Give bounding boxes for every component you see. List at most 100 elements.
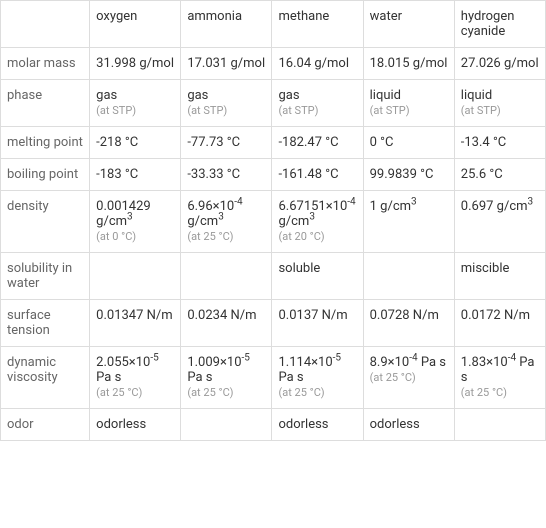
table-cell: 1 g/cm3 — [363, 191, 454, 253]
cell-condition: (at 25 °C) — [96, 386, 142, 399]
cell-condition: (at 25 °C) — [187, 230, 233, 243]
cell-value: 0.0137 N/m — [278, 308, 356, 323]
cell-value: 1 g/cm3 — [370, 199, 448, 214]
table-cell: 99.9839 °C — [363, 159, 454, 191]
table-cell: gas(at STP) — [272, 80, 363, 127]
cell-value: -161.48 °C — [278, 167, 356, 182]
table-cell — [181, 409, 272, 441]
table-cell: 1.83×10-4 Pa s(at 25 °C) — [454, 347, 545, 409]
cell-condition: (at STP) — [370, 104, 410, 117]
table-cell: 0.001429 g/cm3(at 0 °C) — [90, 191, 181, 253]
table-cell: 2.055×10-5 Pa s(at 25 °C) — [90, 347, 181, 409]
cell-value: -218 °C — [96, 135, 174, 150]
table-cell: odorless — [272, 409, 363, 441]
cell-value: gas — [187, 88, 265, 103]
table-cell: 27.026 g/mol — [454, 48, 545, 80]
table-row: boiling point -183 °C -33.33 °C -161.48 °C 9… — [1, 159, 546, 191]
table-cell: 0.0234 N/m — [181, 300, 272, 347]
cell-value: liquid — [370, 88, 448, 103]
cell-condition: (at STP) — [187, 104, 227, 117]
cell-value: 1.009×10-5 Pa s — [187, 355, 265, 385]
property-label: boiling point — [1, 159, 90, 191]
table-row: dynamic viscosity2.055×10-5 Pa s(at 25 °… — [1, 347, 546, 409]
cell-value: gas — [278, 88, 356, 103]
cell-value: 2.055×10-5 Pa s — [96, 355, 174, 385]
property-label: phase — [1, 80, 90, 127]
table-cell: 25.6 °C — [454, 159, 545, 191]
table-cell: 0 °C — [363, 127, 454, 159]
cell-value: odorless — [96, 417, 174, 432]
table-header-oxygen: oxygen — [90, 1, 181, 48]
table-cell: -13.4 °C — [454, 127, 545, 159]
table-cell: -183 °C — [90, 159, 181, 191]
property-label: molar mass — [1, 48, 90, 80]
table-cell: 6.67151×10-4 g/cm3(at 20 °C) — [272, 191, 363, 253]
table-cell — [181, 253, 272, 300]
cell-value: 1.114×10-5 Pa s — [278, 355, 356, 385]
table-cell: liquid(at STP) — [363, 80, 454, 127]
table-cell: 0.0172 N/m — [454, 300, 545, 347]
table-row: surface tension 0.01347 N/m 0.0234 N/m 0.01… — [1, 300, 546, 347]
table-cell: 31.998 g/mol — [90, 48, 181, 80]
table-row: phasegas(at STP)gas(at STP)gas(at STP)li… — [1, 80, 546, 127]
table-cell: -182.47 °C — [272, 127, 363, 159]
cell-value: -33.33 °C — [187, 167, 265, 182]
cell-value: 0.0728 N/m — [370, 308, 448, 323]
table-cell: 8.9×10-4 Pa s(at 25 °C) — [363, 347, 454, 409]
cell-condition: (at 20 °C) — [278, 230, 324, 243]
cell-value: 16.04 g/mol — [278, 56, 356, 71]
table-cell: -161.48 °C — [272, 159, 363, 191]
table-cell — [90, 253, 181, 300]
properties-table: oxygen ammonia methane water hydrogen cy… — [0, 0, 546, 441]
cell-value: soluble — [278, 261, 356, 276]
property-label: density — [1, 191, 90, 253]
cell-value: liquid — [461, 88, 539, 103]
table-cell: 1.114×10-5 Pa s(at 25 °C) — [272, 347, 363, 409]
table-cell: 0.0728 N/m — [363, 300, 454, 347]
cell-value: 27.026 g/mol — [461, 56, 539, 71]
cell-value: 17.031 g/mol — [187, 56, 265, 71]
cell-condition: (at 25 °C) — [187, 386, 233, 399]
cell-value: miscible — [461, 261, 539, 276]
cell-condition: (at 25 °C) — [370, 371, 416, 384]
cell-value: 0.697 g/cm3 — [461, 199, 539, 214]
table-cell: -33.33 °C — [181, 159, 272, 191]
table-cell: 6.96×10-4 g/cm3(at 25 °C) — [181, 191, 272, 253]
property-label: surface tension — [1, 300, 90, 347]
table-cell: gas(at STP) — [90, 80, 181, 127]
table-header-row: oxygen ammonia methane water hydrogen cy… — [1, 1, 546, 48]
table-header-water: water — [363, 1, 454, 48]
table-row: melting point -218 °C -77.73 °C -182.47 °C 0… — [1, 127, 546, 159]
table-cell — [454, 409, 545, 441]
cell-value: 25.6 °C — [461, 167, 539, 182]
cell-value: -182.47 °C — [278, 135, 356, 150]
table-cell: 16.04 g/mol — [272, 48, 363, 80]
table-cell: 0.0137 N/m — [272, 300, 363, 347]
table-cell: liquid(at STP) — [454, 80, 545, 127]
table-cell — [363, 253, 454, 300]
table-cell: soluble — [272, 253, 363, 300]
cell-value: 0.001429 g/cm3 — [96, 199, 174, 229]
cell-value: 18.015 g/mol — [370, 56, 448, 71]
cell-value: 0 °C — [370, 135, 448, 150]
cell-condition: (at 25 °C) — [278, 386, 324, 399]
cell-value: 0.01347 N/m — [96, 308, 174, 323]
cell-value: odorless — [370, 417, 448, 432]
cell-condition: (at 0 °C) — [96, 230, 136, 243]
table-cell: odorless — [90, 409, 181, 441]
cell-value: 99.9839 °C — [370, 167, 448, 182]
cell-condition: (at 25 °C) — [461, 386, 507, 399]
table-cell: -218 °C — [90, 127, 181, 159]
cell-value: 6.96×10-4 g/cm3 — [187, 199, 265, 229]
cell-value: gas — [96, 88, 174, 103]
table-row: odorodorlessodorlessodorless — [1, 409, 546, 441]
table-cell: 17.031 g/mol — [181, 48, 272, 80]
table-row: solubility in watersolublemiscible — [1, 253, 546, 300]
property-label: melting point — [1, 127, 90, 159]
cell-value: 0.0234 N/m — [187, 308, 265, 323]
cell-value: 6.67151×10-4 g/cm3 — [278, 199, 356, 229]
table-cell: -77.73 °C — [181, 127, 272, 159]
cell-value: -183 °C — [96, 167, 174, 182]
table-header-methane: methane — [272, 1, 363, 48]
cell-condition: (at STP) — [461, 104, 501, 117]
